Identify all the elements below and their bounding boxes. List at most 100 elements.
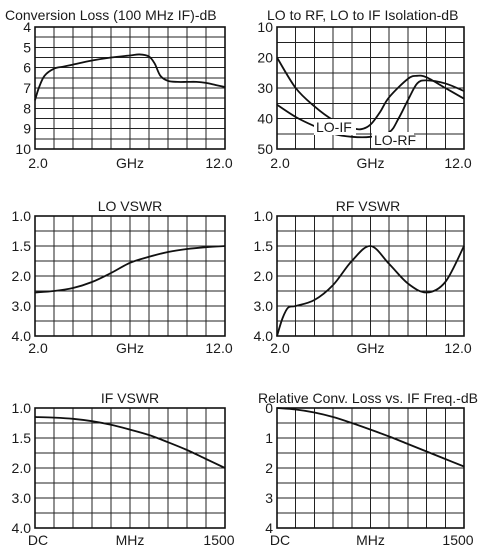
x-axis-label: GHz (357, 340, 385, 356)
series-label-bg (314, 119, 356, 135)
data-point (148, 55, 150, 58)
data-point (186, 81, 188, 83)
data-point (205, 82, 207, 84)
y-tick-label: 4.0 (254, 328, 274, 344)
y-tick-label: 4 (23, 19, 31, 35)
y-tick-label: 3 (265, 490, 273, 506)
data-point (426, 450, 428, 453)
data-point (138, 53, 141, 56)
data-point (224, 467, 226, 469)
data-point (388, 96, 390, 98)
series-points (34, 53, 226, 101)
series-label-lo-rf: LO-RF (374, 132, 416, 148)
data-point (379, 111, 381, 113)
data-point (205, 246, 207, 248)
data-point (313, 299, 315, 301)
chart-title: Relative Conv. Loss vs. IF Freq.-dB (258, 390, 478, 406)
y-tick-label: 3.0 (12, 490, 32, 506)
grid (277, 408, 464, 528)
x-tick-label: 12.0 (444, 340, 471, 356)
chart-title: RF VSWR (336, 198, 401, 214)
series-label-lo-if: LO-IF (316, 119, 352, 135)
data-point (276, 56, 278, 59)
y-tick-label: 1.5 (12, 430, 32, 446)
y-tick-label: 20 (257, 50, 273, 66)
data-point (110, 272, 112, 274)
plot-frame (276, 215, 465, 337)
x-tick-label: 2.0 (270, 155, 290, 171)
data-point (369, 429, 372, 431)
plot-frame (34, 26, 226, 150)
y-tick-label: 1.0 (12, 400, 32, 416)
y-tick-label: 4.0 (12, 520, 32, 536)
data-point (444, 281, 446, 283)
data-point (295, 116, 297, 118)
data-point (416, 75, 418, 77)
y-tick-label: 4.0 (12, 328, 32, 344)
data-point (214, 84, 217, 86)
y-tick-label: 7 (23, 80, 31, 96)
y-tick-label: 8 (23, 100, 31, 116)
y-tick-label: 50 (257, 141, 273, 157)
grid (35, 408, 225, 528)
data-point (34, 416, 36, 418)
data-point (287, 306, 289, 309)
data-point (351, 136, 353, 138)
data-point (351, 422, 353, 424)
x-axis-label: MHz (116, 532, 145, 548)
data-point (224, 245, 226, 247)
data-point (195, 81, 198, 83)
y-tick-label: 2.0 (12, 268, 32, 284)
chart-panel: Conversion Loss (100 MHz IF)-dB4 5 6 7 8 9 102… (5, 7, 233, 171)
data-point (295, 305, 297, 307)
chart-title: IF VSWR (101, 390, 159, 406)
chart-title: Conversion Loss (100 MHz IF)-dB (5, 7, 217, 23)
data-point (388, 263, 390, 265)
chart-panel: IF VSWR 1.0 1.5 2.0 3.0 4.0DC 1500 MHz (12, 390, 235, 548)
y-tick-label: 3.0 (12, 298, 32, 314)
data-point (397, 117, 400, 120)
data-point (62, 66, 65, 68)
series-points (34, 416, 226, 469)
y-tick-label: 1.0 (254, 208, 274, 224)
x-tick-label: 2.0 (270, 340, 290, 356)
data-point (53, 290, 55, 292)
data-point (313, 411, 315, 414)
data-point (407, 282, 409, 285)
x-tick-label: DC (270, 532, 290, 548)
data-point (129, 54, 131, 57)
y-tick-label: 5 (23, 39, 31, 55)
data-point (416, 82, 418, 85)
y-tick-label: 1.5 (12, 238, 32, 254)
x-tick-label: 2.0 (28, 155, 48, 171)
data-point (282, 317, 284, 319)
x-tick-label: 1500 (442, 532, 473, 548)
data-point (426, 79, 428, 81)
data-point (332, 416, 334, 418)
data-point (91, 281, 93, 283)
data-point (186, 248, 188, 250)
data-point (388, 435, 390, 438)
data-point (167, 441, 169, 443)
data-point (407, 78, 409, 80)
y-tick-label: 1.5 (254, 238, 274, 254)
data-point (148, 256, 150, 258)
data-point (463, 245, 465, 247)
data-point (72, 64, 74, 66)
y-tick-label: 2.0 (12, 460, 32, 476)
y-tick-label: 2.0 (254, 268, 274, 284)
data-point (276, 335, 278, 337)
data-point (53, 417, 55, 419)
data-point (407, 443, 409, 445)
data-point (313, 105, 315, 107)
data-point (426, 291, 428, 294)
chart-title: LO to RF, LO to IF Isolation-dB (267, 7, 458, 23)
data-point (205, 458, 207, 460)
grid (35, 27, 225, 149)
x-tick-label: 12.0 (444, 155, 471, 171)
grid (35, 216, 225, 336)
data-point (110, 424, 112, 426)
x-tick-label: 1500 (203, 532, 234, 548)
